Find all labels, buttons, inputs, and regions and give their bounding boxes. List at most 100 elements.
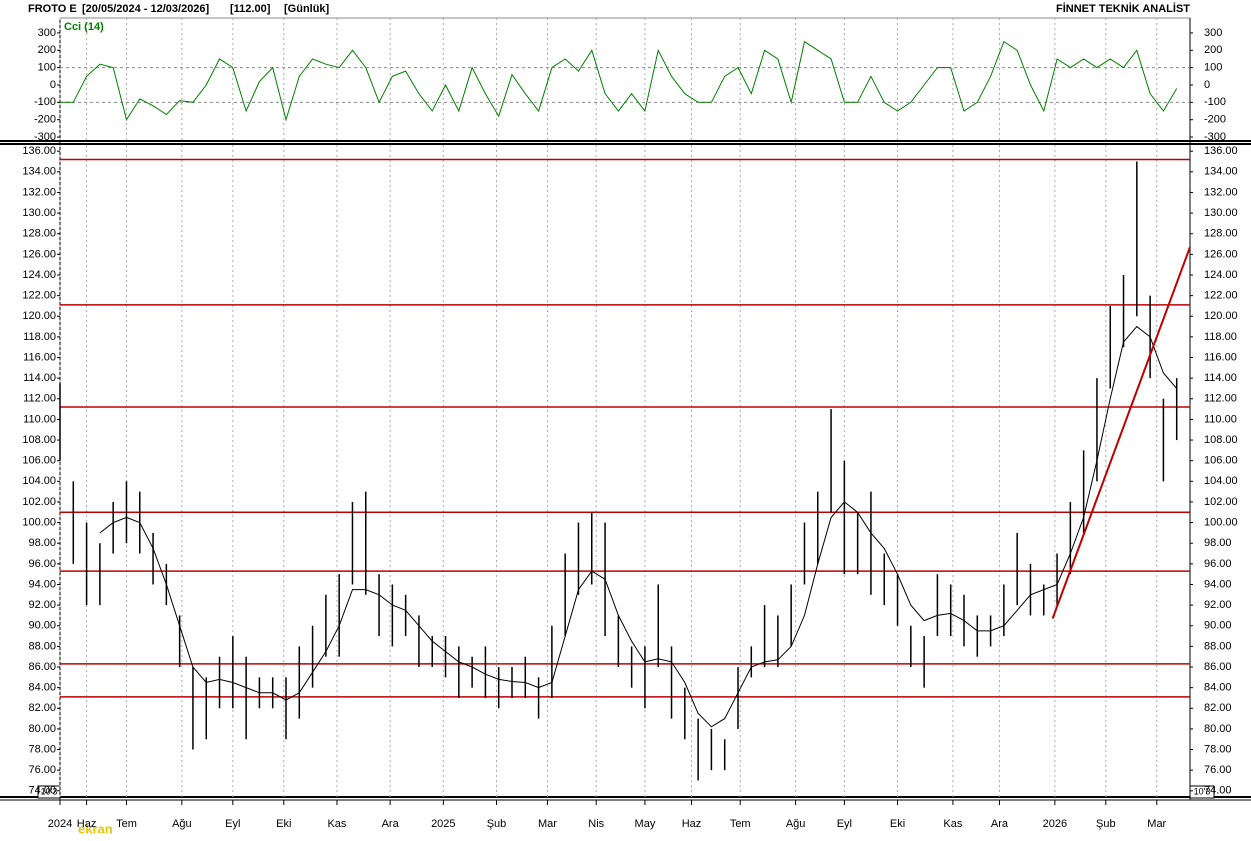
y-tick-label: 80.00 <box>1204 723 1232 735</box>
y-tick-label: 98.00 <box>1204 537 1232 549</box>
y-tick-label: 120.00 <box>22 310 56 322</box>
moving-average <box>99 325 1178 728</box>
legend-label: Cci (14) <box>64 21 104 33</box>
y-tick-label: 92.00 <box>28 599 56 611</box>
y-tick-label: 112.00 <box>23 393 56 405</box>
y-tick-label: 94.00 <box>1204 578 1232 590</box>
y-tick-label: 78.00 <box>28 743 56 755</box>
y-tick-label: 122.00 <box>22 290 56 302</box>
y-tick-label: 74.00 <box>1204 785 1232 797</box>
x-tick-label: Tem <box>116 818 137 830</box>
y-tick-label: -300 <box>1204 131 1226 143</box>
trend-line <box>1051 246 1191 619</box>
y-tick-label: 132.00 <box>1204 186 1238 198</box>
y-tick-label: 84.00 <box>28 682 56 694</box>
x-tick-label: Kas <box>327 818 346 830</box>
y-tick-label: 300 <box>38 27 56 39</box>
y-tick-label: 122.00 <box>1204 290 1238 302</box>
y-tick-label: 82.00 <box>28 702 56 714</box>
y-tick-label: 128.00 <box>1204 228 1238 240</box>
x-tick-label: Eki <box>276 818 291 830</box>
y-tick-label: 134.00 <box>1204 166 1238 178</box>
y-tick-label: 118.00 <box>23 331 56 343</box>
y-tick-label: 0 <box>50 79 56 91</box>
y-tick-label: 128.00 <box>22 228 56 240</box>
y-tick-label: -100 <box>1204 96 1226 108</box>
y-tick-label: -100 <box>34 96 56 108</box>
y-tick-label: 106.00 <box>1204 455 1238 467</box>
y-tick-label: 90.00 <box>1204 620 1232 632</box>
y-tick-label: 136.00 <box>1204 145 1238 157</box>
y-tick-label: 98.00 <box>28 537 56 549</box>
x-tick-label: Eyl <box>837 818 852 830</box>
y-tick-label: 74.00 <box>28 785 56 797</box>
x-tick-label: Eki <box>890 818 905 830</box>
y-tick-label: 106.00 <box>22 455 56 467</box>
y-tick-label: 96.00 <box>28 558 56 570</box>
x-tick-label: Şub <box>487 818 507 830</box>
x-tick-label: Şub <box>1096 818 1116 830</box>
y-tick-label: -200 <box>34 114 56 126</box>
x-tick-label: Haz <box>682 818 702 830</box>
x-tick-label: Mar <box>538 818 557 830</box>
y-tick-label: 100.00 <box>22 516 56 528</box>
date-range: [20/05/2024 - 12/03/2026] <box>82 3 210 15</box>
x-tick-label: Mar <box>1147 818 1166 830</box>
x-tick-label: Ara <box>382 818 400 830</box>
y-tick-label: 132.00 <box>22 186 56 198</box>
x-tick-label: May <box>635 818 656 830</box>
y-tick-label: 90.00 <box>28 620 56 632</box>
y-tick-label: -300 <box>34 131 56 143</box>
y-tick-label: 130.00 <box>22 207 56 219</box>
x-tick-label: 2026 <box>1043 818 1067 830</box>
symbol: FROTO E <box>28 3 77 15</box>
y-tick-label: 76.00 <box>28 764 56 776</box>
y-tick-label: 108.00 <box>22 434 56 446</box>
y-tick-label: 88.00 <box>28 640 56 652</box>
y-tick-label: 100 <box>38 62 56 74</box>
x-tick-label: Haz <box>77 818 97 830</box>
y-tick-label: 80.00 <box>28 723 56 735</box>
y-tick-label: 82.00 <box>1204 702 1232 714</box>
x-tick-label: Tem <box>730 818 751 830</box>
x-tick-label: 2024 <box>48 818 72 830</box>
x-tick-label: Nis <box>588 818 604 830</box>
y-tick-label: 300 <box>1204 27 1222 39</box>
y-tick-label: 136.00 <box>22 145 56 157</box>
y-tick-label: 112.00 <box>1204 393 1237 405</box>
x-tick-label: Ağu <box>172 818 192 830</box>
y-tick-label: 114.00 <box>1204 372 1237 384</box>
y-tick-label: 84.00 <box>1204 682 1232 694</box>
watermark: ekran <box>78 821 113 836</box>
y-tick-label: 126.00 <box>22 248 56 260</box>
y-tick-label: 88.00 <box>1204 640 1232 652</box>
y-tick-label: 124.00 <box>1204 269 1238 281</box>
y-tick-label: 104.00 <box>22 475 56 487</box>
y-tick-label: 96.00 <box>1204 558 1232 570</box>
y-tick-label: 114.00 <box>23 372 56 384</box>
y-tick-label: 102.00 <box>22 496 56 508</box>
last-price: [112.00] <box>230 3 271 15</box>
y-tick-label: 92.00 <box>1204 599 1232 611</box>
period: [Günlük] <box>284 3 330 15</box>
y-tick-label: 134.00 <box>22 166 56 178</box>
y-tick-label: 94.00 <box>28 578 56 590</box>
y-tick-label: 126.00 <box>1204 248 1238 260</box>
y-tick-label: 104.00 <box>1204 475 1238 487</box>
x-tick-label: Eyl <box>225 818 240 830</box>
y-tick-label: -200 <box>1204 114 1226 126</box>
y-tick-label: 116.00 <box>23 351 56 363</box>
y-tick-label: 108.00 <box>1204 434 1238 446</box>
scale-note: 10'3 <box>1194 786 1211 796</box>
y-tick-label: 0 <box>1204 79 1210 91</box>
y-tick-label: 110.00 <box>23 413 56 425</box>
y-tick-label: 76.00 <box>1204 764 1232 776</box>
scale-note: 10'3 <box>41 786 58 796</box>
y-tick-label: 86.00 <box>1204 661 1232 673</box>
y-tick-label: 110.00 <box>1204 413 1237 425</box>
x-tick-label: 2025 <box>431 818 455 830</box>
x-tick-label: Ara <box>991 818 1009 830</box>
y-tick-label: 78.00 <box>1204 743 1232 755</box>
x-tick-label: Kas <box>943 818 962 830</box>
